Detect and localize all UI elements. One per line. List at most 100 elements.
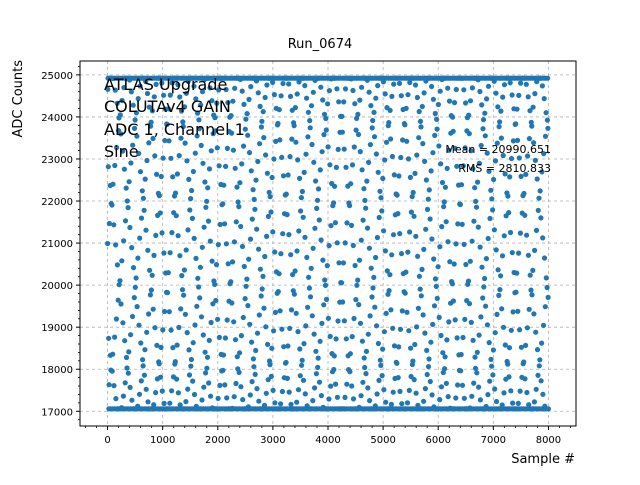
data-point: [261, 135, 267, 141]
data-point: [291, 123, 297, 129]
data-point: [434, 116, 440, 122]
data-point: [543, 275, 549, 281]
data-point: [321, 111, 328, 117]
data-point: [213, 262, 220, 268]
data-point: [147, 292, 153, 298]
data-point: [510, 309, 516, 315]
data-point: [314, 197, 321, 203]
data-point: [164, 121, 170, 127]
data-point: [541, 96, 547, 102]
data-point: [518, 80, 524, 86]
data-point: [137, 83, 143, 89]
data-point: [313, 178, 319, 184]
data-point: [352, 101, 358, 107]
data-point: [176, 153, 182, 159]
data-point: [411, 213, 417, 219]
data-point: [415, 253, 421, 259]
data-point: [347, 369, 353, 375]
data-point: [166, 309, 172, 315]
data-point: [526, 402, 532, 408]
data-point: [366, 245, 372, 251]
data-point: [110, 351, 116, 357]
data-point: [131, 125, 138, 131]
data-point: [214, 145, 220, 151]
data-point: [500, 152, 506, 159]
data-point: [146, 104, 152, 110]
data-point: [431, 256, 437, 262]
data-point: [264, 233, 270, 239]
data-point: [369, 125, 375, 131]
data-point: [491, 176, 497, 183]
data-point: [106, 382, 112, 388]
data-point: [258, 293, 264, 299]
data-point: [374, 391, 380, 397]
data-point: [170, 345, 176, 351]
data-point: [341, 99, 347, 105]
data-point: [280, 80, 286, 87]
data-point: [429, 392, 435, 398]
data-point: [223, 241, 229, 247]
data-point: [325, 315, 331, 321]
data-point: [534, 347, 541, 353]
data-point: [369, 294, 375, 300]
data-point: [437, 244, 443, 250]
data-point: [371, 109, 377, 115]
data-point: [190, 168, 196, 175]
data-point: [436, 143, 442, 149]
info-line-2: COLUTAv4 GAIN: [104, 97, 231, 116]
data-point: [138, 340, 144, 346]
data-point: [422, 386, 428, 392]
data-point: [160, 327, 166, 333]
data-point: [398, 251, 405, 257]
info-block: ATLAS Upgrade COLUTAv4 GAIN ADC 1, Chann…: [104, 75, 245, 161]
data-point: [203, 370, 209, 376]
data-point: [522, 212, 528, 218]
data-point: [320, 257, 326, 263]
data-point: [493, 247, 499, 253]
data-point: [287, 325, 293, 331]
data-point: [284, 375, 290, 381]
data-point: [532, 157, 539, 163]
data-point: [533, 227, 540, 233]
data-point: [405, 156, 412, 162]
data-point: [489, 363, 495, 369]
data-point: [202, 349, 208, 355]
data-point: [112, 162, 118, 169]
data-point: [323, 127, 329, 133]
data-point: [447, 259, 453, 265]
x-tick-label: 5000: [370, 435, 395, 446]
data-point: [449, 281, 455, 287]
data-point: [299, 188, 305, 195]
data-point: [383, 399, 389, 405]
x-tick-label: 3000: [260, 435, 285, 446]
data-point: [476, 332, 482, 338]
data-point: [231, 319, 237, 325]
data-point: [173, 213, 179, 219]
data-point: [240, 397, 246, 403]
data-point: [201, 224, 207, 230]
y-tick-label: 25000: [41, 71, 73, 82]
data-point: [118, 301, 124, 307]
data-point: [334, 86, 340, 92]
data-point: [147, 267, 153, 273]
data-point: [298, 195, 304, 201]
data-point: [359, 84, 365, 90]
data-point: [527, 108, 533, 114]
data-point: [249, 216, 255, 222]
data-point: [278, 251, 284, 257]
data-point: [287, 93, 294, 99]
data-point: [524, 325, 531, 331]
data-point: [317, 167, 323, 173]
data-point: [151, 402, 157, 408]
data-point: [205, 185, 211, 191]
data-point: [370, 117, 376, 124]
data-point: [321, 302, 327, 308]
data-point: [508, 327, 514, 333]
data-point: [368, 265, 374, 271]
data-point: [375, 340, 381, 347]
data-point: [144, 329, 150, 335]
data-point: [257, 103, 263, 109]
data-point: [203, 204, 209, 210]
data-point: [465, 278, 472, 284]
data-point: [433, 283, 439, 289]
